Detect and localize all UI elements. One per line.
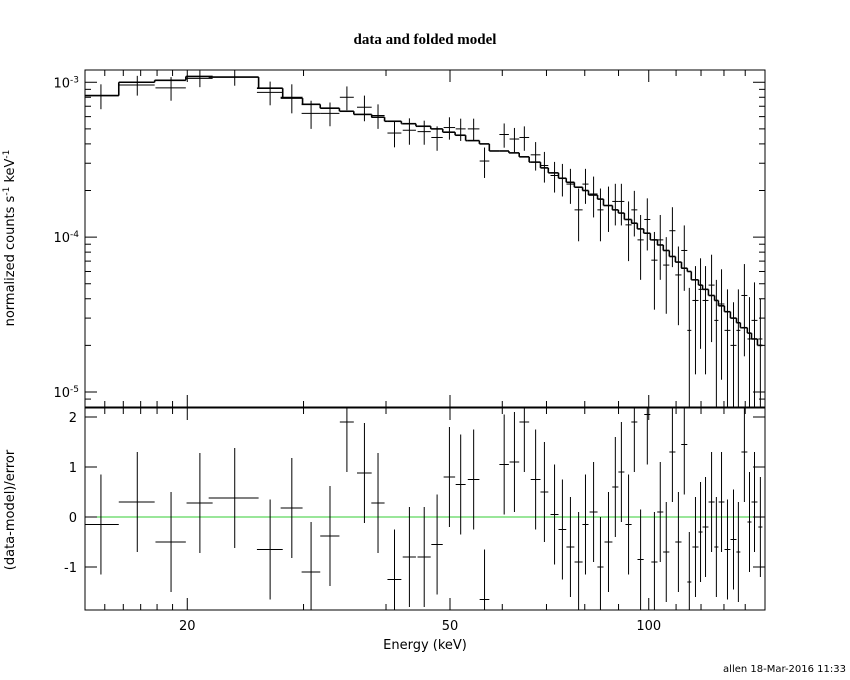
- frame: [84, 69, 766, 611]
- y-tick-label: 10-5: [53, 385, 79, 401]
- x-tick-label: 100: [636, 619, 661, 634]
- spectrum-plot: [85, 70, 763, 407]
- y-tick-label: 10-4: [53, 230, 79, 246]
- residual-plot: [85, 408, 765, 610]
- y-axis-label: normalized counts s-1 keV-1: [2, 150, 18, 327]
- axes: 20 50 100 10-3 10-4 10-5 -1 0 1 2: [53, 69, 766, 634]
- y-tick-label: 0: [69, 511, 77, 526]
- x-tick-label: 20: [179, 619, 196, 634]
- residual-axis-label: (data-model)/error: [3, 449, 18, 570]
- y-tick-label: 10-3: [53, 75, 79, 91]
- footer: allen 18-Mar-2016 11:33: [723, 664, 846, 675]
- chart-title: data and folded model: [354, 32, 497, 48]
- y-tick-label: 2: [69, 411, 77, 426]
- x-tick-label: 50: [442, 619, 459, 634]
- y-tick-label: 1: [69, 461, 77, 476]
- x-axis-label: Energy (keV): [383, 638, 467, 653]
- y-tick-label: -1: [64, 561, 77, 576]
